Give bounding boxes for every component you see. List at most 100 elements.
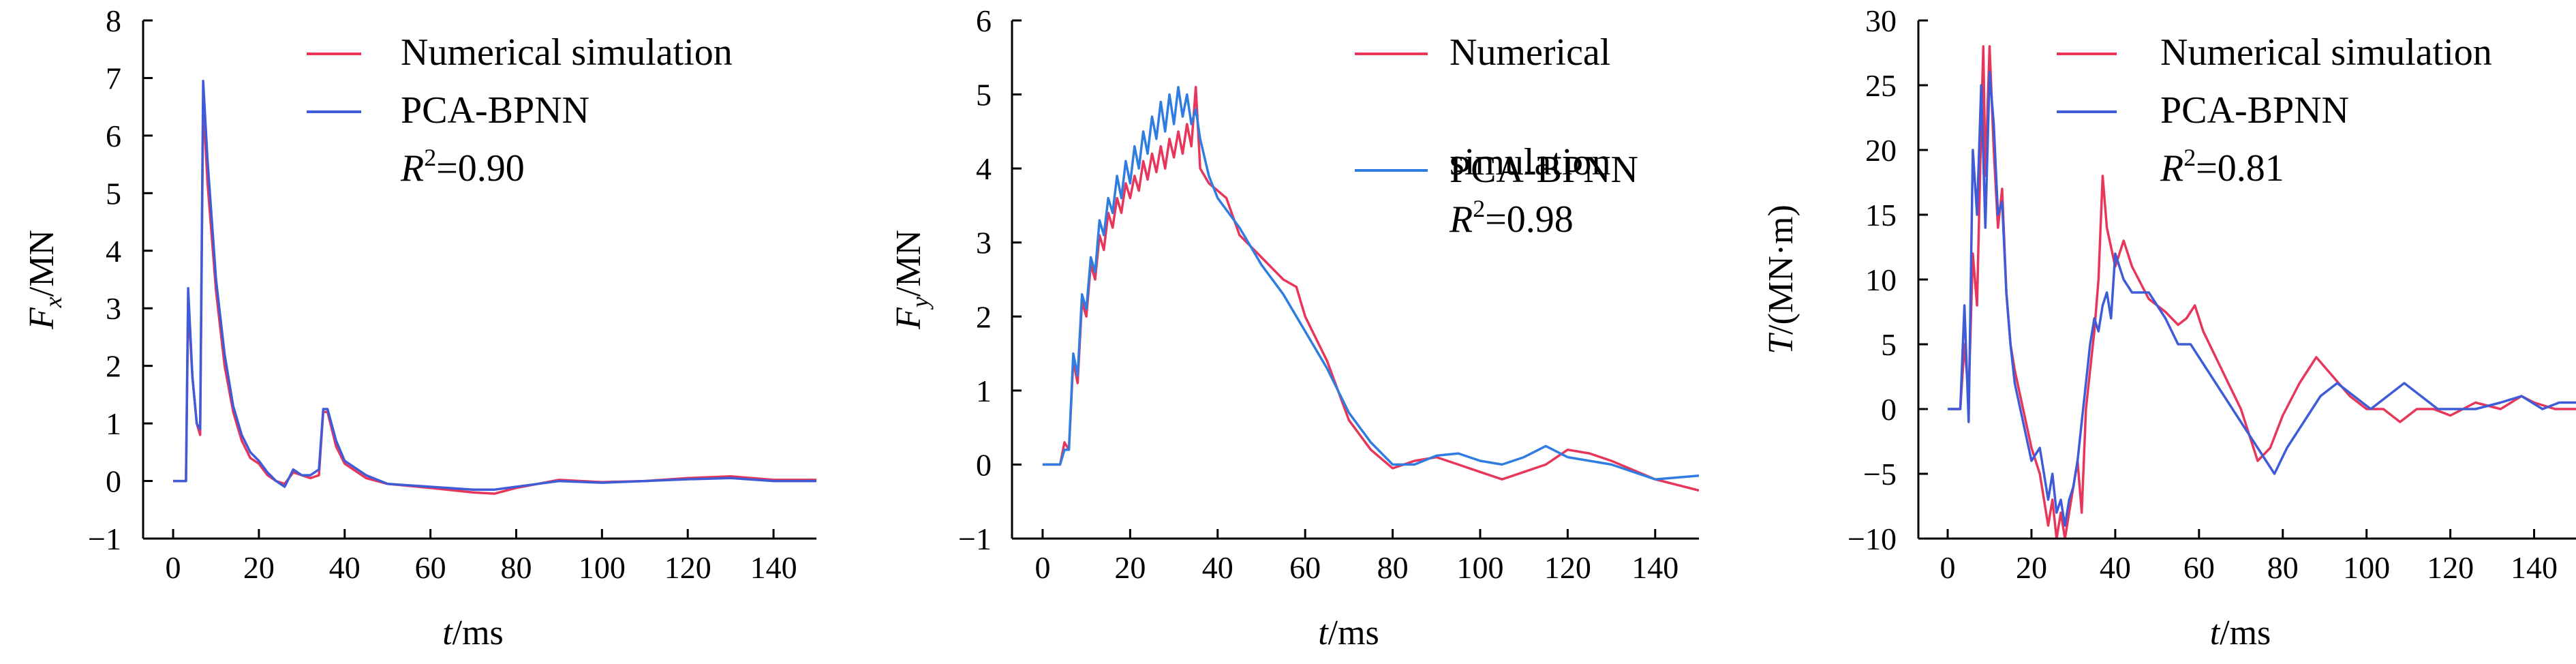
y-tick-label: −10 bbox=[1847, 522, 1897, 556]
series-group bbox=[1042, 85, 1699, 492]
y-label-subscript: x bbox=[40, 297, 67, 308]
legend-r-squared: R2=0.90 bbox=[400, 144, 525, 190]
r-squared-exponent: 2 bbox=[424, 144, 436, 171]
x-tick-label: 120 bbox=[664, 550, 711, 585]
x-label-var: t bbox=[1318, 614, 1329, 652]
r-squared-value: =0.98 bbox=[1485, 198, 1574, 241]
r-squared-var: R bbox=[1449, 198, 1473, 241]
y-label-unit: /MN bbox=[889, 230, 928, 297]
series-group bbox=[173, 79, 816, 495]
y-tick-label: 5 bbox=[1881, 327, 1897, 362]
y-tick-label: 5 bbox=[976, 78, 992, 112]
x-tick-label: 80 bbox=[500, 550, 532, 585]
x-axis-label: t/ms bbox=[1318, 614, 1379, 652]
x-tick-label: 60 bbox=[2183, 550, 2215, 585]
legend-label-pca-bpnn: PCA-BPNN bbox=[401, 89, 589, 132]
legend-label-numerical: Numerical bbox=[1450, 31, 1610, 74]
y-tick-label: 6 bbox=[976, 3, 992, 38]
y-tick-label: 2 bbox=[976, 299, 992, 334]
x-label-var: t bbox=[2210, 614, 2221, 652]
x-tick-label: 20 bbox=[2016, 550, 2047, 585]
y-tick-label: −1 bbox=[88, 522, 121, 556]
y-tick-label: 0 bbox=[106, 464, 121, 499]
y-tick-label: 2 bbox=[106, 349, 121, 384]
legend-label-numerical: Numerical simulation bbox=[401, 31, 733, 74]
x-tick-label: 140 bbox=[1631, 550, 1678, 585]
r-squared-exponent: 2 bbox=[2183, 144, 2196, 171]
x-tick-label: 0 bbox=[166, 550, 181, 585]
y-tick-label: 8 bbox=[106, 3, 121, 38]
y-axis-label: T/(MN·m) bbox=[1762, 205, 1800, 354]
y-tick-label: 5 bbox=[106, 176, 121, 211]
y-tick-label: 4 bbox=[976, 151, 992, 186]
y-label-var: F bbox=[22, 307, 61, 330]
x-tick-label: 120 bbox=[1544, 550, 1591, 585]
x-tick-label: 60 bbox=[1289, 550, 1321, 585]
legend-label-pca-bpnn: PCA-BPNN bbox=[2160, 89, 2349, 132]
series-line-pca-bpnn bbox=[1042, 85, 1699, 481]
legend-label-numerical-cont: simulation bbox=[1450, 141, 1610, 183]
y-tick-label: 4 bbox=[106, 234, 121, 269]
x-tick-label: 100 bbox=[1456, 550, 1503, 585]
chart-panel-1: 0 20 40 60 80 100 120 140 −1 0 1 2 3 4 5 6 7 8 t/ms Fx/MN Nu… bbox=[22, 3, 816, 652]
legend-r-squared: R2=0.81 bbox=[2160, 144, 2284, 190]
y-axis-label: Fy/MN bbox=[889, 230, 934, 330]
y-axis-label: Fx/MN bbox=[22, 230, 67, 330]
y-tick-label: 15 bbox=[1865, 198, 1897, 232]
y-tick-label: 0 bbox=[1881, 392, 1897, 427]
y-tick-label: 1 bbox=[976, 374, 992, 408]
x-tick-label: 100 bbox=[2343, 550, 2390, 585]
x-axis-label: t/ms bbox=[2210, 614, 2271, 652]
y-label-var: T bbox=[1762, 333, 1800, 354]
x-tick-label: 80 bbox=[2267, 550, 2299, 585]
y-tick-label: 25 bbox=[1865, 68, 1897, 103]
y-tick-label: −5 bbox=[1863, 457, 1897, 492]
y-tick-label: 0 bbox=[976, 447, 992, 482]
series-group bbox=[1948, 45, 2576, 539]
x-label-unit: /ms bbox=[1328, 614, 1379, 652]
y-label-unit: /(MN·m) bbox=[1762, 205, 1800, 335]
y-tick-label: 7 bbox=[106, 61, 121, 95]
x-tick-label: 140 bbox=[750, 550, 797, 585]
legend: Numerical simulation PCA-BPNN R2=0.90 bbox=[307, 31, 733, 190]
x-tick-label: 0 bbox=[1940, 550, 1956, 585]
x-tick-label: 40 bbox=[2100, 550, 2131, 585]
legend-r-squared: R2=0.98 bbox=[1449, 195, 1574, 241]
x-tick-label: 140 bbox=[2511, 550, 2558, 585]
y-tick-label: 6 bbox=[106, 119, 121, 153]
y-label-unit: /MN bbox=[22, 230, 61, 297]
x-axis-label: t/ms bbox=[442, 614, 504, 652]
y-tick-label: 30 bbox=[1865, 3, 1897, 38]
y-tick-label: 1 bbox=[106, 406, 121, 441]
y-tick-label: 20 bbox=[1865, 133, 1897, 168]
x-tick-label: 120 bbox=[2427, 550, 2474, 585]
x-tick-label: 20 bbox=[1114, 550, 1146, 585]
x-label-unit: /ms bbox=[453, 614, 504, 652]
y-tick-label: 10 bbox=[1865, 262, 1897, 297]
series-line-pca-bpnn bbox=[1948, 71, 2576, 527]
r-squared-var: R bbox=[2160, 147, 2183, 190]
x-label-var: t bbox=[442, 614, 453, 652]
y-label-var: F bbox=[889, 307, 928, 330]
x-tick-label: 0 bbox=[1034, 550, 1050, 585]
x-tick-label: 40 bbox=[329, 550, 361, 585]
chart-panel-3: 0 20 40 60 80 100 120 140 −10 −5 0 5 10 15 20 25 30 t/ms T… bbox=[1762, 3, 2576, 652]
x-tick-label: 40 bbox=[1202, 550, 1233, 585]
legend-label-pca-bpnn: PCA-BPNN bbox=[1450, 149, 1638, 191]
r-squared-value: =0.90 bbox=[436, 147, 525, 190]
y-tick-label: −1 bbox=[958, 522, 992, 556]
chart-panel-2: 0 20 40 60 80 100 120 140 −1 0 1 2 3 4 5 6 t/ms Fy/MN Nume… bbox=[889, 3, 1699, 652]
y-tick-label: 3 bbox=[106, 291, 121, 326]
r-squared-value: =0.81 bbox=[2196, 147, 2284, 190]
x-tick-label: 20 bbox=[243, 550, 275, 585]
x-tick-label: 60 bbox=[415, 550, 446, 585]
x-tick-label: 100 bbox=[579, 550, 626, 585]
x-label-unit: /ms bbox=[2220, 614, 2271, 652]
r-squared-exponent: 2 bbox=[1473, 195, 1485, 222]
r-squared-var: R bbox=[400, 147, 424, 190]
series-line-pca-bpnn bbox=[173, 79, 816, 491]
legend: Numerical simulation PCA-BPNN R2=0.81 bbox=[2057, 31, 2492, 190]
legend-label-numerical: Numerical simulation bbox=[2160, 31, 2492, 74]
